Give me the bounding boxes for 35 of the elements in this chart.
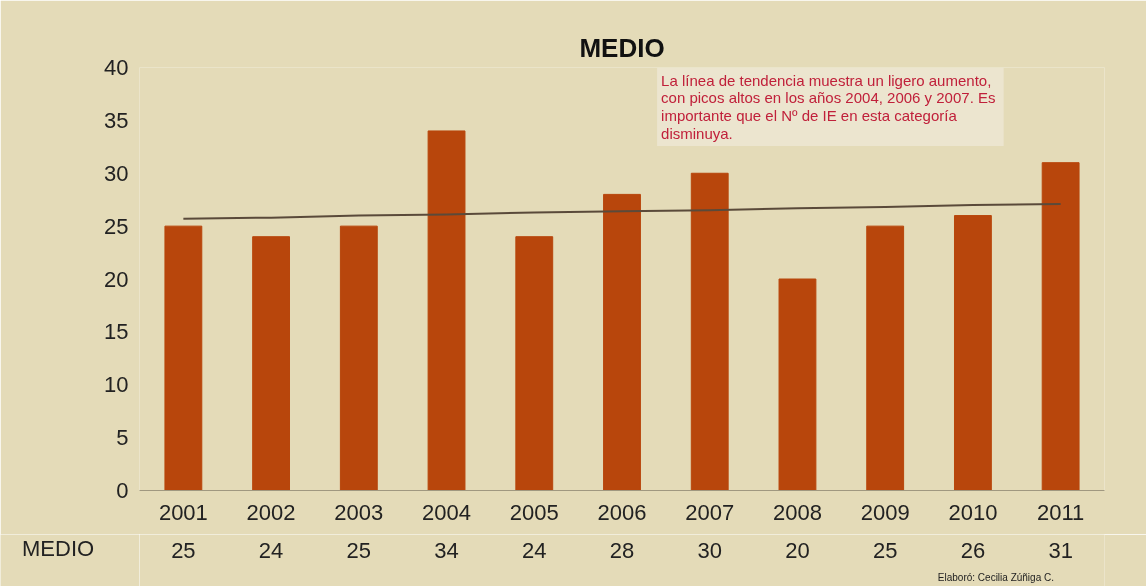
x-tick-label: 2002 [246, 499, 296, 525]
x-tick-label: 2009 [860, 499, 910, 525]
data-label: 25 [171, 538, 196, 563]
y-tick-label: 30 [104, 160, 129, 186]
text: Elaboró: Cecilia Zúñiga C. [937, 572, 1054, 583]
x-tick-label: 2005 [509, 499, 559, 525]
data-label: 24 [258, 538, 284, 563]
chart-title: MEDIO [579, 32, 665, 63]
x-tick-label: 2007 [685, 499, 735, 525]
data-label: 25 [346, 538, 372, 563]
x-tick-label: 2011 [1036, 499, 1085, 525]
data-label: 28 [609, 538, 635, 563]
text: MEDIO [22, 536, 95, 562]
x-tick-label: 2004 [422, 499, 472, 525]
data-label: 20 [785, 538, 810, 563]
data-label: 31 [1048, 538, 1073, 563]
y-tick-label: 40 [104, 55, 129, 80]
x-tick-label: 2006 [597, 499, 647, 525]
y-tick-label: 15 [104, 319, 129, 345]
annotation: La línea de tendencia muestra un ligero aumento, con picos altos en los años 2004, 2006 y 2007. Es importante que el Nº de IE en esta categoría disminuya. [661, 71, 996, 143]
y-tick-label: 10 [104, 372, 129, 398]
data-label: 34 [434, 538, 459, 563]
y-tick-label: 5 [116, 425, 129, 451]
data-label: 26 [960, 538, 986, 563]
x-tick-label: 2001 [158, 499, 208, 525]
x-tick-label: 2003 [334, 499, 384, 525]
y-tick-label: 25 [104, 213, 129, 239]
y-tick-label: 0 [116, 478, 129, 503]
x-tick-label: 2010 [948, 499, 998, 525]
data-label: 30 [697, 538, 722, 563]
y-tick-label: 20 [104, 266, 129, 292]
y-tick-label: 35 [104, 107, 129, 133]
data-label: 24 [522, 538, 547, 563]
data-label: 25 [872, 538, 898, 563]
x-tick-label: 2008 [772, 499, 822, 525]
